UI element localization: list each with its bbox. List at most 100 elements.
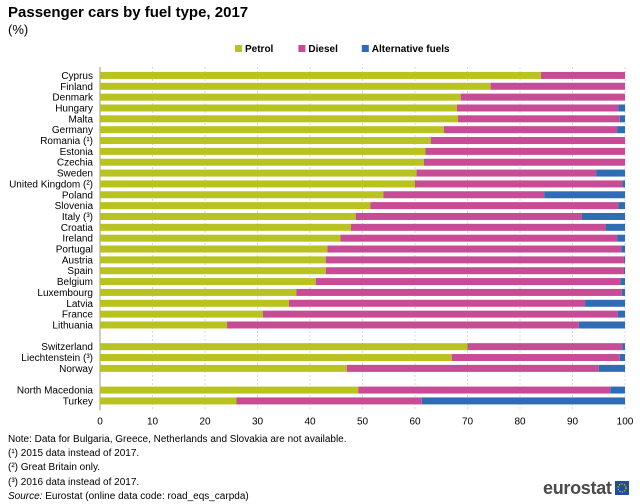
- bar-segment: [100, 364, 347, 372]
- category-label: United Kingdom (²): [9, 179, 93, 190]
- bar-segment: [430, 137, 625, 145]
- bar-segment: [100, 310, 263, 318]
- category-label: Slovenia: [55, 201, 94, 212]
- source-text: Eurostat (online data code: road_eqs_car…: [45, 490, 249, 502]
- bar-segment: [100, 278, 316, 286]
- x-tick-label: 90: [567, 416, 579, 427]
- category-label: Malta: [69, 114, 94, 125]
- category-label: Belgium: [57, 277, 93, 288]
- legend-swatch: [298, 45, 306, 52]
- note-line: (¹) 2015 data instead of 2017.: [8, 448, 140, 460]
- source-line: Source: Eurostat (online data code: road…: [8, 490, 347, 504]
- bar-segment: [100, 158, 424, 166]
- bar-segment: [443, 126, 618, 134]
- category-label: Ireland: [62, 234, 93, 245]
- bar-segment: [457, 104, 619, 112]
- bar-segment: [623, 256, 625, 264]
- x-tick-label: 80: [514, 416, 526, 427]
- bar-segment: [416, 169, 597, 177]
- category-label: Czechia: [57, 158, 94, 169]
- x-tick-label: 100: [617, 416, 634, 427]
- bar-segment: [451, 354, 620, 362]
- bar-segment: [100, 223, 351, 231]
- source-label: Source:: [8, 490, 43, 502]
- bar-segment: [325, 267, 624, 275]
- x-tick-label: 50: [357, 416, 369, 427]
- bar-segment: [621, 245, 625, 253]
- category-label: Luxembourg: [37, 288, 93, 299]
- category-label: France: [62, 310, 94, 321]
- category-label: Norway: [59, 364, 93, 375]
- category-label: Italy (³): [62, 212, 93, 223]
- bar-segment: [596, 169, 625, 177]
- category-label: Liechtenstein (³): [21, 353, 93, 364]
- bar-segment: [100, 386, 359, 394]
- bar-segment: [100, 267, 326, 275]
- legend-entry: Petrol: [245, 44, 274, 55]
- bar-segment: [458, 115, 620, 123]
- bar-segment: [100, 234, 341, 242]
- category-label: Austria: [62, 255, 94, 266]
- bar-segment: [623, 267, 625, 275]
- category-label: Poland: [62, 190, 93, 201]
- page-title: Passenger cars by fuel type, 2017: [8, 4, 249, 21]
- bar-segment: [581, 212, 625, 220]
- bar-segment: [541, 71, 625, 79]
- bar-segment: [421, 397, 625, 405]
- bar-segment: [617, 310, 625, 318]
- bar-segment: [100, 169, 417, 177]
- note-line: (²) Great Britain only.: [8, 462, 101, 474]
- bar-segment: [425, 147, 625, 155]
- x-tick-label: 20: [199, 416, 211, 427]
- category-label: Sweden: [57, 169, 93, 180]
- bar-segment: [100, 104, 457, 112]
- bar-segment: [490, 82, 625, 90]
- bar-segment: [460, 93, 625, 101]
- category-label: Finland: [60, 82, 93, 93]
- bar-segment: [618, 104, 625, 112]
- category-label: Spain: [67, 266, 93, 277]
- bar-segment: [296, 288, 622, 296]
- bar-segment: [617, 126, 625, 134]
- bar-segment: [100, 191, 384, 199]
- bar-segment: [227, 321, 579, 329]
- stacked-bar-chart: 0 10 20 30 40 50 60 70 80 90 100 Petrol Diesel Altern…: [9, 44, 634, 427]
- bar-segment: [622, 180, 625, 188]
- bar-segment: [289, 299, 586, 307]
- x-tick-label: 70: [462, 416, 474, 427]
- bar-segment: [605, 223, 625, 231]
- bar-segment: [100, 343, 468, 351]
- logo-text: eurostat: [543, 478, 612, 498]
- eurostat-logo: eurostat: [543, 478, 629, 499]
- bar-segment: [100, 299, 289, 307]
- category-label: Germany: [52, 125, 93, 136]
- logo-star-icon: [614, 481, 629, 495]
- bar-segment: [340, 234, 618, 242]
- bar-segment: [325, 256, 624, 264]
- bar-segment: [622, 343, 625, 351]
- bar-segment: [585, 299, 625, 307]
- category-label: Switzerland: [41, 342, 93, 353]
- bar-segment: [100, 202, 371, 210]
- bar-segment: [236, 397, 422, 405]
- bar-segment: [621, 288, 625, 296]
- category-label: Latvia: [66, 299, 93, 310]
- bar-segment: [619, 115, 625, 123]
- x-tick-label: 60: [409, 416, 421, 427]
- bar-segment: [598, 364, 625, 372]
- legend-swatch: [235, 45, 242, 52]
- bar-segment: [346, 364, 599, 372]
- bar-segment: [100, 71, 541, 79]
- bar-segment: [544, 191, 625, 199]
- bar-segment: [315, 278, 621, 286]
- category-label: Estonia: [60, 147, 94, 158]
- bar-segment: [100, 397, 237, 405]
- x-tick-label: 10: [147, 416, 159, 427]
- bar-segment: [619, 354, 625, 362]
- category-label: Lithuania: [52, 320, 93, 331]
- bar-segment: [358, 386, 611, 394]
- bar-segment: [370, 202, 619, 210]
- legend-entry: Diesel: [308, 44, 338, 55]
- bar-segment: [618, 202, 625, 210]
- chart-notes: Note: Data for Bulgaria, Greece, Netherl…: [8, 433, 347, 504]
